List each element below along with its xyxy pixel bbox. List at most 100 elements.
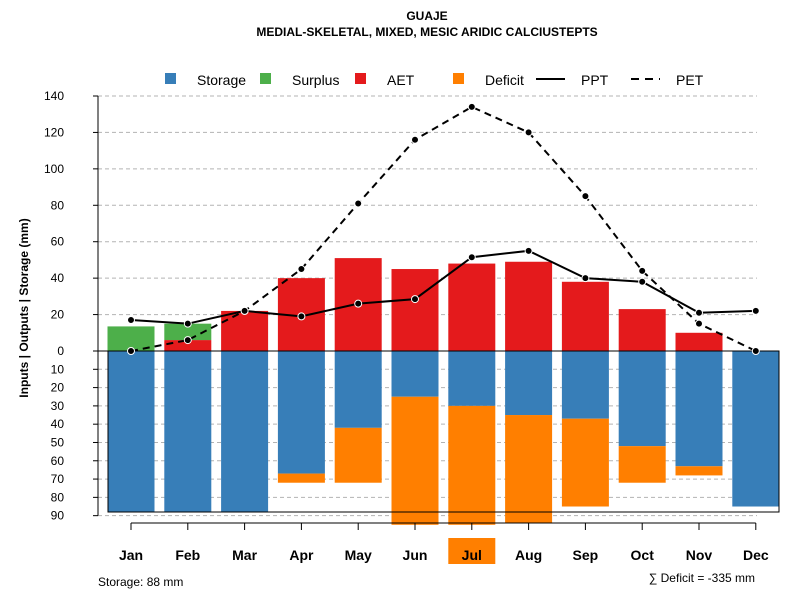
storage-bar	[221, 351, 269, 512]
y-tick-label: 30	[51, 399, 65, 413]
ppt-point	[183, 319, 192, 328]
legend-surplus-swatch	[260, 73, 271, 84]
ppt-point	[581, 274, 590, 283]
surplus-bar	[164, 323, 212, 341]
legend-pet-label: PET	[676, 72, 704, 88]
legend-aet-swatch	[355, 73, 366, 84]
legend-storage-label: Storage	[197, 72, 246, 88]
pet-point	[581, 192, 590, 201]
legend-deficit-swatch	[453, 73, 464, 84]
deficit-bar	[561, 418, 609, 507]
aet-bar	[505, 261, 553, 351]
storage-bar	[505, 351, 553, 416]
aet-bar	[561, 281, 609, 351]
month-label: Oct	[631, 547, 655, 563]
legend: Storage Surplus AET Deficit PPT PET	[165, 72, 704, 88]
y-axis-label: Inputs | Outputs | Storage (mm)	[17, 218, 31, 397]
y-tick-label: 10	[51, 362, 65, 376]
storage-bar	[561, 351, 609, 419]
ppt-point	[524, 246, 533, 255]
surplus-bar	[107, 326, 155, 351]
storage-bar	[448, 351, 496, 406]
y-tick-label: 20	[51, 381, 65, 395]
y-tick-label: 50	[51, 435, 65, 449]
ppt-point	[411, 295, 419, 304]
bars-group	[107, 258, 780, 525]
y-tick-label: 80	[51, 490, 65, 504]
pet-point	[638, 266, 647, 275]
ppt-point	[751, 306, 760, 315]
aet-bar	[675, 332, 723, 351]
month-label: Aug	[515, 547, 542, 563]
pet-point	[524, 128, 533, 137]
deficit-bar	[505, 415, 553, 523]
month-label: Dec	[743, 547, 769, 563]
pet-line	[130, 105, 757, 352]
y-tick-label: 120	[44, 125, 64, 139]
aet-bar	[391, 269, 439, 351]
legend-ppt-label: PPT	[581, 72, 609, 88]
deficit-bar	[391, 396, 439, 525]
month-highlight	[448, 538, 496, 564]
pet-point	[183, 336, 192, 345]
deficit-bar	[675, 466, 723, 476]
ppt-point	[638, 277, 647, 286]
y-tick-label: 60	[51, 454, 65, 468]
y-tick-label: 100	[44, 162, 64, 176]
ppt-point	[695, 308, 703, 317]
ppt-point	[354, 299, 363, 308]
storage-bar	[391, 351, 439, 397]
month-label: Jan	[119, 547, 143, 563]
pet-point	[354, 199, 363, 208]
month-label: Apr	[289, 547, 314, 563]
deficit-bar	[618, 446, 666, 483]
storage-bar	[334, 351, 382, 428]
y-tick-label: 90	[51, 509, 65, 523]
pet-point	[411, 135, 419, 144]
month-label: Nov	[686, 547, 713, 563]
chart-subtitle: MEDIAL-SKELETAL, MIXED, MESIC ARIDIC CAL…	[256, 25, 597, 39]
y-tick-label: 40	[51, 417, 65, 431]
pet-point	[467, 102, 476, 111]
aet-bar	[618, 309, 666, 351]
month-label: Jul	[462, 547, 482, 563]
aet-bar	[164, 340, 212, 351]
storage-bar	[107, 351, 155, 512]
ppt-point	[127, 316, 135, 325]
ppt-point	[467, 253, 476, 262]
month-label: May	[345, 547, 372, 563]
deficit-bar	[277, 473, 325, 483]
aet-bar	[221, 310, 269, 351]
axes-group: 0 20 40 60 80 100 120 140 10 20 30 40 50 60 70 80 90 Jan F…	[44, 89, 780, 564]
lines-group	[127, 102, 760, 355]
legend-surplus-label: Surplus	[292, 72, 339, 88]
chart-title: GUAJE	[406, 9, 447, 23]
storage-bar	[277, 351, 325, 474]
pet-point	[127, 347, 135, 355]
pet-point	[751, 347, 760, 355]
y-tick-label: 60	[51, 235, 65, 249]
legend-aet-label: AET	[387, 72, 415, 88]
y-tick-label: 40	[51, 271, 65, 285]
deficit-footnote: ∑ Deficit = -335 mm	[649, 571, 755, 585]
month-label: Mar	[232, 547, 257, 563]
storage-bar	[732, 351, 780, 507]
month-label: Feb	[175, 547, 200, 563]
storage-bar	[675, 351, 723, 467]
storage-bar	[618, 351, 666, 447]
legend-deficit-label: Deficit	[485, 72, 524, 88]
deficit-bar	[334, 427, 382, 483]
month-label: Jun	[403, 547, 428, 563]
month-label: Sep	[573, 547, 599, 563]
aet-bar	[448, 263, 496, 351]
ppt-point	[240, 306, 249, 315]
storage-bar	[164, 351, 212, 512]
y-tick-label: 80	[51, 198, 65, 212]
pet-point	[695, 319, 703, 328]
deficit-bar	[448, 405, 496, 525]
y-tick-label: 0	[57, 344, 64, 358]
storage-footnote: Storage: 88 mm	[98, 575, 183, 589]
y-tick-label: 140	[44, 89, 64, 103]
pet-point	[297, 265, 306, 274]
